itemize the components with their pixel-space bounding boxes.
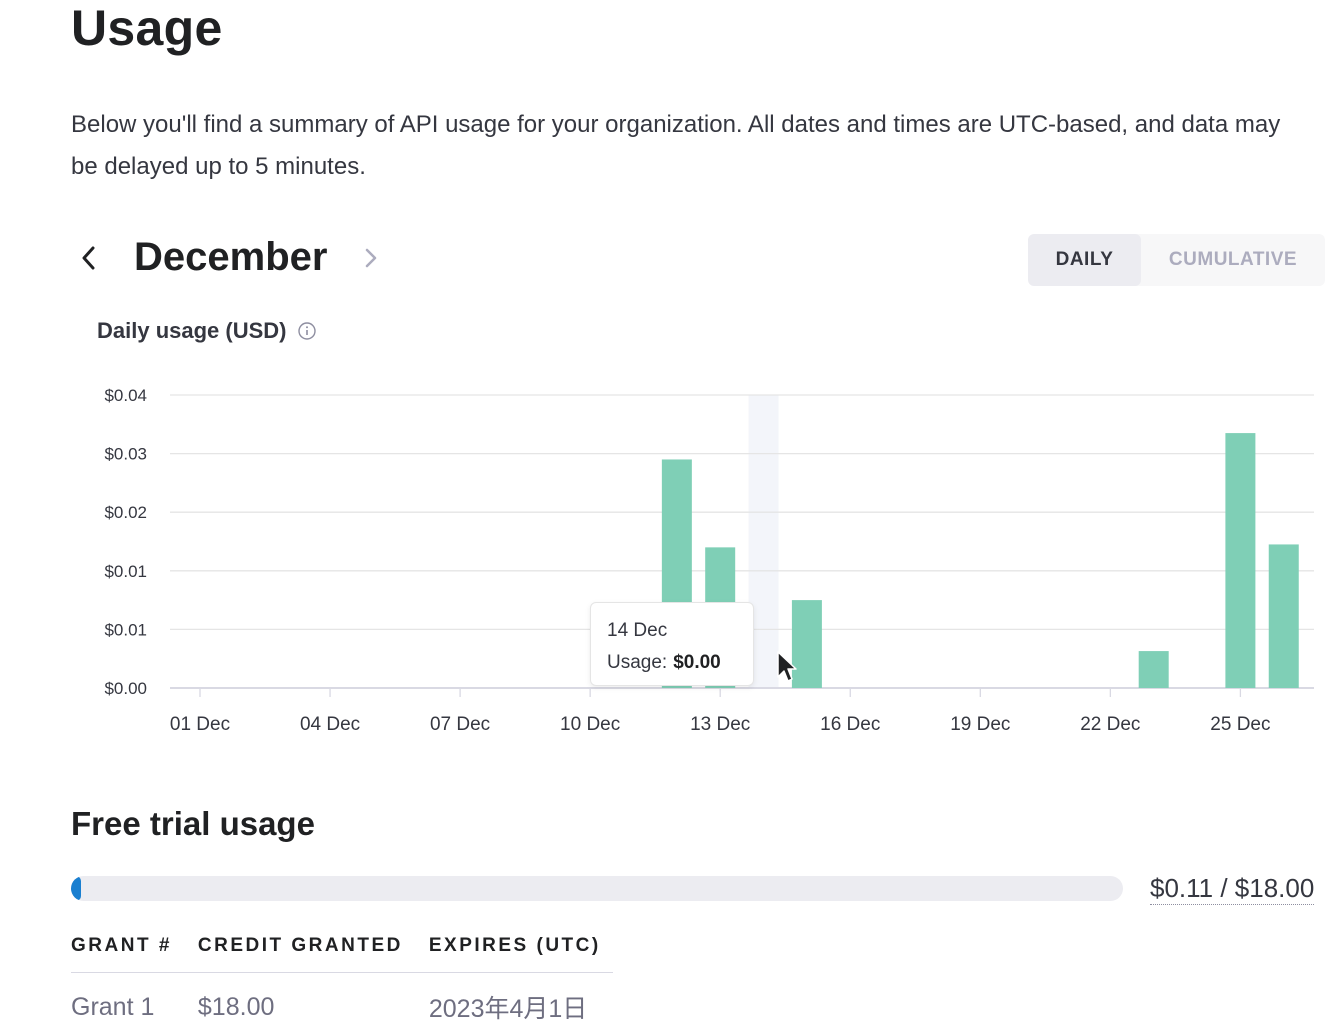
usage-bar — [1268, 544, 1299, 688]
chart-title-text: Daily usage (USD) — [97, 318, 287, 343]
grants-table: GRANT # CREDIT GRANTED EXPIRES (UTC) Gra… — [71, 932, 614, 1026]
chevron-right-icon — [365, 248, 377, 268]
chevron-left-icon — [82, 246, 95, 270]
expires-header: EXPIRES (UTC) — [428, 932, 614, 973]
x-tick-label: 25 Dec — [1210, 714, 1270, 735]
page-description: Below you'll find a summary of API usage… — [71, 111, 1281, 180]
usage-bar — [791, 600, 822, 688]
y-tick-label: $0.01 — [104, 620, 147, 639]
free-trial-progress-bar — [71, 876, 1123, 901]
month-label: December — [134, 235, 328, 279]
credit-granted-header: CREDIT GRANTED — [197, 932, 429, 973]
daily-usage-chart: $0.00 $0.01 $0.01 $0.02 $0.03 $0.04 01 Dec 04 D… — [104, 386, 1314, 735]
page-title: Usage — [71, 0, 223, 56]
usage-bar — [1225, 433, 1256, 688]
x-tick-label: 01 Dec — [170, 714, 230, 735]
mouse-cursor-icon — [777, 651, 797, 682]
credit-granted-cell: $18.00 — [197, 992, 275, 1021]
cumulative-toggle-button[interactable]: CUMULATIVE — [1168, 249, 1298, 270]
x-tick-label: 22 Dec — [1080, 714, 1140, 735]
x-tick-label: 19 Dec — [950, 714, 1010, 735]
free-trial-title: Free trial usage — [71, 805, 315, 842]
y-tick-label: $0.01 — [104, 562, 147, 581]
tooltip-usage: Usage: $0.00 — [607, 647, 737, 679]
x-tick-label: 07 Dec — [430, 714, 490, 735]
usage-bar — [1138, 651, 1169, 688]
free-trial-progress-fill — [71, 876, 81, 901]
info-icon[interactable] — [297, 321, 317, 341]
next-month-button[interactable] — [353, 240, 389, 276]
x-tick-label: 16 Dec — [820, 714, 880, 735]
tooltip-label: Usage: — [607, 652, 668, 673]
grants-header-row: GRANT # CREDIT GRANTED EXPIRES (UTC) — [71, 932, 614, 973]
tooltip-date: 14 Dec — [607, 620, 668, 641]
tooltip-value: $0.00 — [673, 652, 721, 673]
view-toggle: DAILY CUMULATIVE — [1028, 234, 1325, 286]
y-tick-label: $0.02 — [104, 503, 147, 522]
expires-cell: 2023年4月1日 — [428, 995, 588, 1023]
x-tick-label: 13 Dec — [690, 714, 750, 735]
daily-toggle-button[interactable]: DAILY — [1028, 234, 1141, 286]
chart-tooltip: 14 Dec Usage: $0.00 — [590, 602, 754, 686]
previous-month-button[interactable] — [71, 240, 107, 276]
y-tick-label: $0.00 — [104, 679, 147, 698]
table-row: Grant 1 $18.00 2023年4月1日 — [71, 973, 613, 1026]
grant-number-cell: Grant 1 — [71, 992, 155, 1021]
grant-number-header: GRANT # — [71, 932, 198, 973]
x-tick-label: 10 Dec — [560, 714, 620, 735]
chart-title: Daily usage (USD) — [97, 316, 317, 346]
y-tick-label: $0.03 — [104, 445, 147, 464]
x-tick-label: 04 Dec — [300, 714, 360, 735]
y-tick-label: $0.04 — [104, 386, 147, 405]
free-trial-progress-text[interactable]: $0.11 / $18.00 — [1150, 873, 1315, 905]
